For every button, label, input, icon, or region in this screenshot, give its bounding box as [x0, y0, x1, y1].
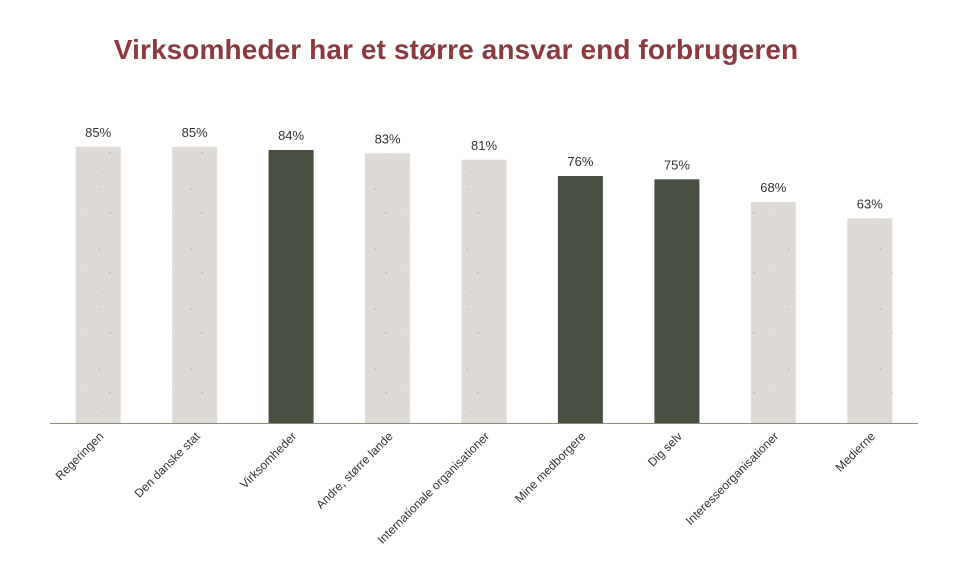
category-label-4: Andre, større lande: [313, 429, 396, 512]
category-label-3: Virksomheder: [237, 429, 299, 491]
data-label-1: 85%: [85, 125, 111, 140]
bar-7: [654, 179, 700, 424]
bar-3: [268, 150, 314, 423]
bar-5: [461, 159, 507, 424]
data-label-4: 83%: [375, 131, 401, 146]
category-label-2: Den danske stat: [132, 429, 204, 501]
chart-title: Virksomheder har et større ansvar end fo…: [113, 34, 799, 65]
data-label-5: 81%: [471, 138, 497, 153]
bar-1: [75, 146, 121, 424]
data-label-9: 63%: [857, 196, 883, 211]
bar-6: [557, 176, 603, 423]
category-label-8: Interesseorganisationer: [683, 429, 782, 528]
data-label-8: 68%: [760, 180, 786, 195]
data-label-3: 84%: [278, 128, 304, 143]
data-label-2: 85%: [182, 125, 208, 140]
bar-8: [750, 202, 796, 423]
category-label-7: Dig selv: [645, 429, 685, 469]
bar-4: [365, 153, 411, 424]
bar-9: [847, 218, 893, 424]
data-label-6: 76%: [567, 154, 593, 169]
bar-2: [172, 146, 218, 424]
category-label-5: Internationale organisationer: [375, 429, 492, 546]
category-label-1: Regeringen: [53, 429, 107, 483]
category-label-6: Mine medborgere: [512, 429, 589, 506]
data-label-7: 75%: [664, 157, 690, 172]
category-label-9: Medierne: [833, 429, 879, 475]
